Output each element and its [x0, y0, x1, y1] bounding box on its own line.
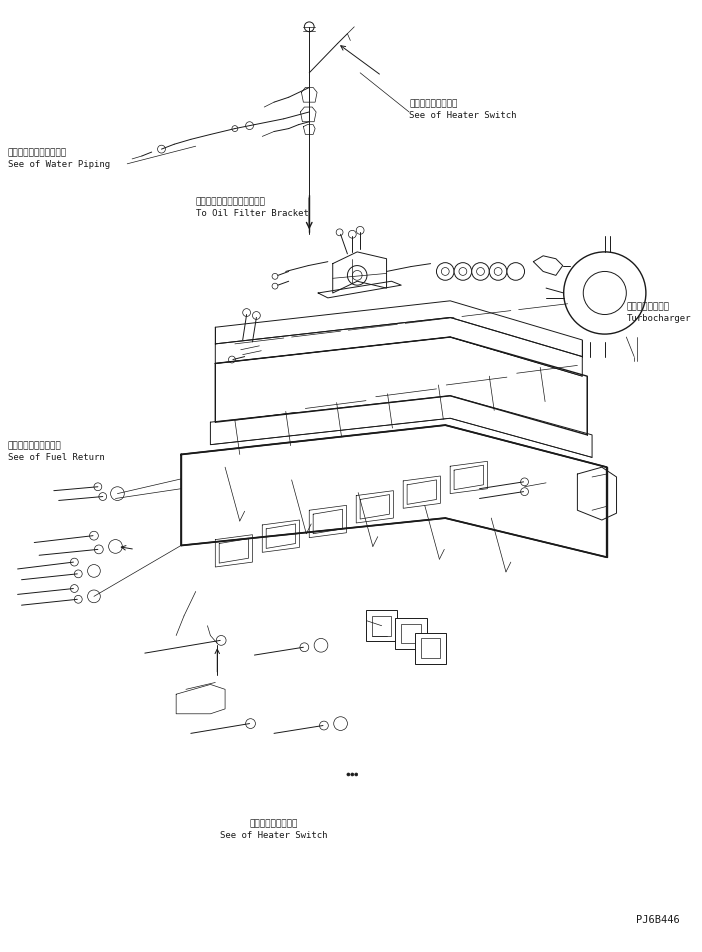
Text: Turbocharger: Turbocharger — [626, 314, 691, 323]
Circle shape — [472, 264, 489, 281]
Circle shape — [352, 271, 362, 281]
Circle shape — [253, 312, 260, 320]
Text: オイルフィルタブラケットへ: オイルフィルタブラケットへ — [196, 197, 265, 206]
Text: ヒータスイッチ参照: ヒータスイッチ参照 — [250, 819, 298, 827]
Circle shape — [319, 722, 329, 730]
Circle shape — [88, 590, 100, 603]
Bar — [395, 618, 427, 649]
Circle shape — [454, 264, 472, 281]
Circle shape — [70, 559, 79, 566]
Circle shape — [333, 717, 347, 731]
Circle shape — [272, 274, 278, 280]
Circle shape — [74, 570, 82, 578]
Circle shape — [243, 309, 251, 317]
Text: ウォータパイピング参照: ウォータパイピング参照 — [8, 148, 67, 157]
Circle shape — [70, 585, 79, 593]
Bar — [402, 625, 420, 644]
Circle shape — [583, 272, 626, 315]
Circle shape — [437, 264, 454, 281]
Circle shape — [356, 228, 364, 235]
Circle shape — [99, 493, 107, 501]
Text: To Oil Filter Bracket: To Oil Filter Bracket — [196, 208, 309, 217]
Circle shape — [347, 267, 367, 286]
Circle shape — [157, 146, 166, 154]
Circle shape — [88, 565, 100, 578]
Text: PJ6B446: PJ6B446 — [636, 914, 680, 924]
Circle shape — [564, 252, 646, 335]
Bar — [420, 639, 440, 659]
Circle shape — [489, 264, 507, 281]
Circle shape — [95, 545, 103, 554]
Bar — [366, 610, 397, 642]
Circle shape — [314, 639, 328, 652]
Circle shape — [90, 532, 98, 541]
Circle shape — [272, 284, 278, 289]
Circle shape — [111, 487, 124, 501]
Text: See of Heater Switch: See of Heater Switch — [409, 110, 517, 120]
Circle shape — [229, 357, 235, 364]
Circle shape — [109, 540, 122, 554]
Circle shape — [521, 488, 529, 496]
Circle shape — [246, 123, 253, 130]
Circle shape — [459, 268, 467, 276]
Circle shape — [246, 719, 256, 728]
Text: フェエルリターン参照: フェエルリターン参照 — [8, 441, 62, 450]
Circle shape — [347, 773, 350, 776]
Circle shape — [232, 127, 238, 132]
Text: ターボチャージャ: ターボチャージャ — [626, 303, 669, 311]
Circle shape — [494, 268, 502, 276]
Circle shape — [507, 264, 524, 281]
Circle shape — [216, 636, 226, 645]
Circle shape — [94, 484, 102, 491]
Circle shape — [74, 596, 82, 604]
Circle shape — [355, 773, 358, 776]
Text: See of Fuel Return: See of Fuel Return — [8, 453, 105, 462]
Bar — [372, 616, 392, 636]
Circle shape — [336, 229, 343, 236]
Circle shape — [477, 268, 484, 276]
Bar — [415, 633, 446, 664]
Circle shape — [348, 231, 356, 239]
Circle shape — [300, 644, 309, 652]
Circle shape — [305, 23, 314, 32]
Text: See of Water Piping: See of Water Piping — [8, 160, 110, 169]
Circle shape — [442, 268, 449, 276]
Circle shape — [521, 479, 529, 486]
Text: See of Heater Switch: See of Heater Switch — [220, 830, 328, 839]
Text: ヒータスイッチ参照: ヒータスイッチ参照 — [409, 99, 458, 108]
Circle shape — [351, 773, 354, 776]
